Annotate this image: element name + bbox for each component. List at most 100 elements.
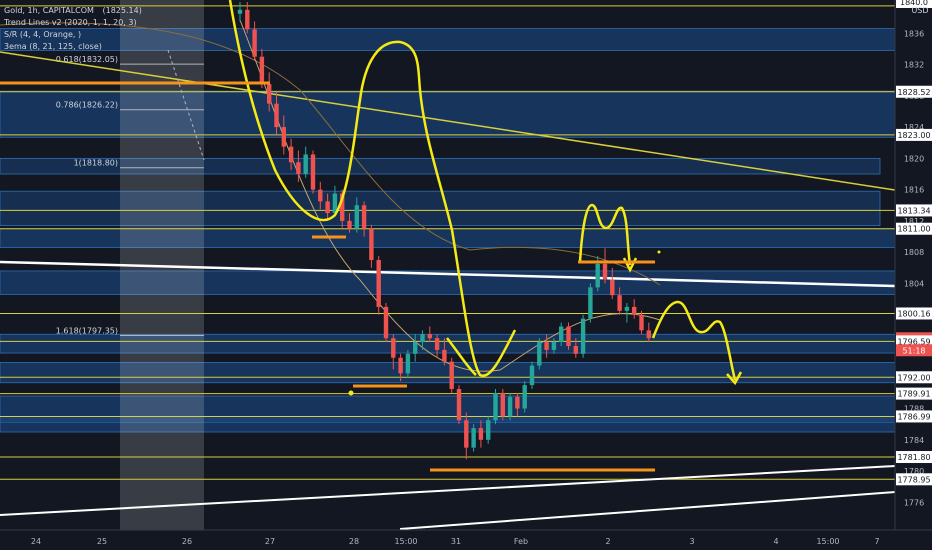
sr-zone	[0, 190, 881, 226]
candle	[595, 263, 600, 288]
trend-lines	[0, 49, 896, 530]
time-tick: 31	[451, 537, 461, 546]
fib-label: 1.618(1797.35)	[56, 326, 118, 335]
candle	[325, 201, 330, 214]
candle	[442, 349, 447, 362]
ema-lines	[0, 19, 661, 372]
price-label-box	[896, 204, 932, 217]
price-tick: 1804	[904, 279, 924, 288]
drawn-projection	[651, 300, 737, 381]
ema-mid	[239, 19, 661, 372]
price-tick: 1812	[904, 217, 924, 226]
time-tick: 7	[874, 537, 879, 546]
candle	[493, 392, 498, 421]
candle	[500, 392, 505, 417]
candle	[369, 228, 374, 260]
price-label: 1796.59	[897, 337, 930, 346]
price-label: 1828.52	[897, 88, 930, 97]
hand-drawn-annotations	[228, 0, 743, 396]
candle	[537, 342, 542, 366]
candle	[515, 396, 520, 409]
time-tick: 3	[689, 537, 694, 546]
candle	[632, 306, 637, 315]
price-label-box	[896, 0, 932, 8]
price-label-box	[896, 222, 932, 235]
candle	[588, 287, 593, 319]
falling-trendline	[0, 51, 896, 191]
drawn-dot-1	[348, 390, 354, 396]
candle	[471, 428, 476, 448]
support-resistance-orange	[0, 81, 655, 472]
candle	[347, 220, 352, 229]
price-label: 1789.91	[897, 390, 930, 399]
indicator-ema[interactable]: 3ema (8, 21, 125, close)	[4, 42, 102, 51]
candle	[507, 396, 513, 417]
indicator-sr[interactable]: S/R (4, 4, Orange, )	[4, 30, 82, 39]
indicator-trendlines[interactable]: Trend Lines v2 (2020, 1, 1, 20, 3)	[4, 18, 137, 27]
candle	[449, 361, 454, 389]
candle	[573, 346, 578, 354]
symbol-value: (1825.14)	[102, 6, 142, 15]
drawn-bump-top	[578, 203, 632, 266]
candle	[420, 334, 425, 343]
candle	[267, 84, 272, 104]
price-tick: 1816	[904, 186, 924, 195]
candle	[464, 420, 469, 448]
candle	[245, 9, 250, 30]
price-label-box	[896, 451, 932, 464]
time-axis-background	[0, 530, 932, 550]
candle	[405, 353, 411, 374]
price-labels: 1840.0 1828.52 1823.00 1813.34 1811.00 1800.1…	[896, 0, 932, 486]
time-tick: 25	[97, 537, 107, 546]
candle	[566, 326, 571, 346]
time-tick: 24	[31, 537, 41, 546]
candle	[237, 9, 243, 14]
price-tick: 1824	[904, 123, 924, 132]
fib-levels: 0.618(1832.05) 0.786(1826.22) 1(1818.80) 1.…	[56, 55, 204, 336]
price-label: 1813.34	[897, 206, 930, 215]
price-label: 1778.95	[897, 475, 930, 484]
drawn-curve-left-tail	[446, 337, 477, 376]
price-label: 1840.0	[900, 0, 928, 7]
ema-slow	[0, 22, 661, 286]
candle	[427, 334, 432, 339]
time-tick: 15:00	[394, 537, 417, 546]
countdown-label: 51:18	[902, 346, 925, 355]
price-axis-background	[895, 0, 932, 530]
sr-zone	[0, 90, 896, 138]
drawn-arrow-end	[726, 371, 743, 386]
price-tick: 1836	[904, 29, 924, 38]
fib-label: 0.618(1832.05)	[56, 55, 118, 64]
price-tick: 1788	[904, 405, 924, 414]
candle	[617, 295, 622, 311]
time-axis[interactable]: 24 25 26 27 28 15:00 31 Feb 2 3 4 15:00 7	[0, 529, 932, 550]
price-tick: 1832	[904, 61, 924, 70]
time-ticks: 24 25 26 27 28 15:00 31 Feb 2 3 4 15:00 7	[31, 537, 880, 546]
candle	[610, 279, 615, 296]
price-label-box	[896, 371, 932, 384]
price-label: 1811.00	[897, 225, 930, 234]
candles	[237, 2, 651, 460]
fib-connector	[167, 49, 205, 161]
candle	[303, 154, 308, 174]
candle	[544, 342, 549, 350]
candle	[318, 189, 323, 202]
price-tick: 1784	[904, 436, 924, 445]
candle	[522, 385, 527, 409]
time-tick: 15:00	[816, 537, 839, 546]
price-axis[interactable]: 1840183618321828182418201816181218081804…	[894, 0, 932, 530]
candle	[551, 342, 557, 350]
candle	[486, 420, 491, 440]
candle	[383, 306, 389, 339]
symbol-title[interactable]: Gold, 1h, CAPITALCOM (1825.14)	[4, 6, 142, 15]
candle	[296, 162, 301, 174]
sr-zones	[0, 28, 896, 433]
candle	[646, 330, 651, 339]
candle	[259, 56, 265, 85]
candle	[413, 342, 418, 354]
candle	[288, 146, 294, 163]
candle	[434, 338, 440, 350]
support-trendline-white-2	[399, 491, 896, 530]
candle	[340, 193, 345, 221]
